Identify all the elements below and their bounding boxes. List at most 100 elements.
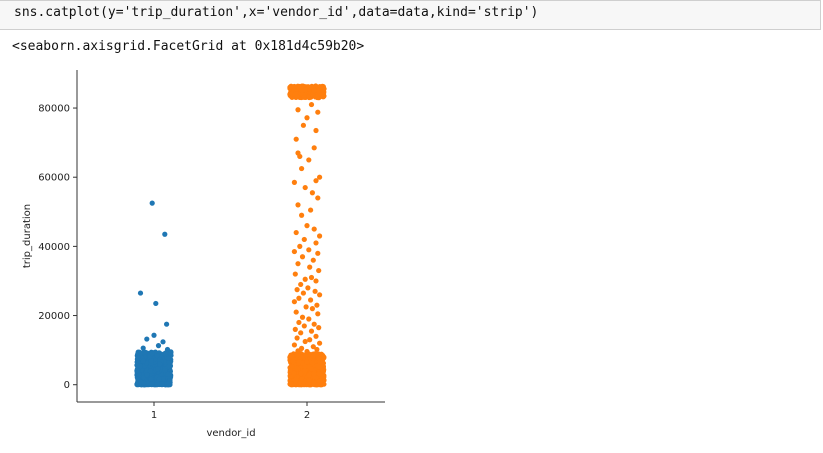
strip-point [302,276,308,282]
strip-point [297,153,303,160]
strip-point [305,285,311,291]
strip-point [313,278,319,284]
strip-point [310,257,316,263]
strip-point [315,109,321,115]
strip-point [140,345,146,351]
strip-point [288,381,294,387]
y-tick-label: 0 [64,380,70,391]
y-tick-label: 20000 [38,311,70,322]
strip-point [300,290,306,296]
strip-point [310,353,316,359]
strip-point [140,358,146,364]
strip-point [317,233,323,239]
x-axis-label: vendor_id [206,428,255,439]
strip-point [295,348,301,354]
strip-point [164,321,170,327]
strip-point [165,371,171,377]
strip-point [313,178,319,184]
strip-point [293,229,299,236]
code-source[interactable]: sns.catplot(y='trip_duration',x='vendor_… [14,5,539,20]
y-axis-label: trip_duration [22,204,33,268]
strip-point [144,336,150,342]
strip-point [316,355,322,362]
strip-point [137,290,144,296]
strip-point [299,87,305,94]
strip-point [316,325,322,331]
y-axis-ticks: 0 20000 40000 60000 80000 [38,104,77,391]
strip-point [309,190,315,196]
strip-point [306,247,312,253]
strip-point [135,355,141,361]
strip-point [294,335,300,341]
strip-point [149,351,155,357]
strip-point [308,207,314,213]
strip-point [314,362,321,369]
strip-point [303,304,309,310]
strip-point [306,316,312,322]
strip-point [167,350,174,356]
strip-point [298,330,304,336]
strip-point [157,361,163,367]
strip-point [138,350,144,356]
strip-point [308,328,315,334]
strip-point [302,338,308,345]
code-cell[interactable]: sns.catplot(y='trip_duration',x='vendor_… [0,0,821,30]
strip-point [294,287,300,293]
strip-point [162,367,168,374]
strip-point [308,274,315,281]
strip-point [134,362,140,368]
strip-point [314,382,321,388]
strip-point [296,359,302,365]
strip-point [295,202,301,208]
strip-point [306,157,312,163]
y-tick-label: 40000 [38,242,70,253]
strip-point [316,267,322,274]
strip-point [313,127,319,134]
strip-point [311,226,317,232]
strip-point [320,91,327,97]
strip-point [156,376,162,382]
strip-point [298,281,304,288]
strip-point [295,107,301,113]
strip-point [317,174,323,180]
strip-point [313,240,319,246]
strip-point [301,368,308,374]
strip-point [154,381,160,388]
strip-point [304,348,310,355]
strip-point [301,323,307,329]
strip-points [134,83,327,388]
strip-point [313,333,319,339]
strip-point [153,300,159,307]
strip-point [317,378,324,384]
strip-point [304,115,310,121]
strip-point [292,326,298,332]
strip-point [292,271,298,277]
strip-point [320,367,327,374]
strip-point [308,101,315,108]
strip-point [320,360,327,366]
strip-point [296,84,302,90]
strip-point [304,223,310,229]
strip-point [300,122,306,128]
strip-point [294,365,300,371]
strip-point [306,378,312,384]
strip-point [148,381,155,387]
strip-point [314,302,320,308]
strip-point [308,366,314,372]
strip-point [293,309,299,315]
strip-point [309,306,315,312]
strip-point [310,371,317,377]
strip-point [304,359,310,365]
strip-point [315,311,321,317]
strip-point [312,288,318,294]
x-tick-label: 2 [304,410,310,421]
strip-point [321,355,327,361]
strip-point [294,94,300,100]
strip-point [315,195,321,201]
strip-point [160,339,166,345]
strip-point [291,83,298,90]
strip-point [155,366,161,372]
strip-point [308,84,315,90]
strip-point [294,352,301,358]
strip-point [165,355,172,362]
